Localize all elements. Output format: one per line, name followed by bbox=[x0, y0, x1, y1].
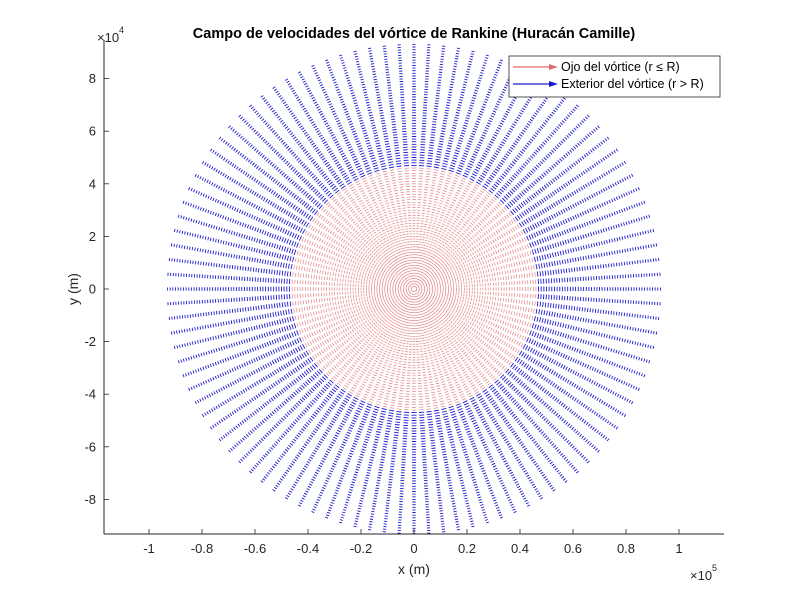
blue-arrowhead-icon bbox=[549, 81, 558, 87]
x-axis-label: x (m) bbox=[398, 561, 430, 577]
x-tick-label: -0.4 bbox=[297, 541, 319, 556]
x-tick-label: 0 bbox=[410, 541, 417, 556]
y-axis-ticks: -8 -6 -4 -2 0 2 4 6 8 bbox=[84, 71, 109, 507]
x-tick-label: -0.6 bbox=[244, 541, 266, 556]
y-exponent: ×10 4 bbox=[97, 25, 124, 45]
x-exponent-base: ×10 bbox=[690, 568, 712, 583]
x-tick-label: 0.6 bbox=[564, 541, 582, 556]
x-exponent-power: 5 bbox=[712, 563, 717, 573]
x-axis-ticks: -1 -0.8 -0.6 -0.4 -0.2 0 0.2 0.4 0.6 0.8 1 bbox=[143, 529, 683, 556]
x-tick-label: -0.2 bbox=[350, 541, 372, 556]
legend-label-exterior: Exterior del vórtice (r > R) bbox=[561, 77, 704, 91]
x-tick-label: 0.4 bbox=[511, 541, 529, 556]
x-exponent: ×10 5 bbox=[690, 563, 717, 583]
y-tick-label: 4 bbox=[89, 176, 96, 191]
legend-label-eye: Ojo del vórtice (r ≤ R) bbox=[561, 60, 680, 74]
red-arrowhead-icon bbox=[549, 64, 558, 70]
x-tick-label: 0.8 bbox=[617, 541, 635, 556]
eye-vectors bbox=[291, 167, 537, 411]
y-tick-label: -4 bbox=[84, 387, 96, 402]
x-tick-label: 1 bbox=[675, 541, 682, 556]
legend-box bbox=[508, 55, 721, 98]
y-tick-label: -2 bbox=[84, 334, 96, 349]
chart-title: Campo de velocidades del vórtice de Rank… bbox=[193, 26, 636, 42]
legend: Ojo del vórtice (r ≤ R) Exterior del vór… bbox=[508, 55, 721, 98]
x-tick-label: -0.8 bbox=[191, 541, 213, 556]
y-tick-label: 2 bbox=[89, 229, 96, 244]
velocity-field bbox=[167, 43, 661, 535]
y-tick-label: -8 bbox=[84, 492, 96, 507]
y-tick-label: 8 bbox=[89, 71, 96, 86]
x-tick-label: -1 bbox=[143, 541, 155, 556]
legend-item-eye: Ojo del vórtice (r ≤ R) bbox=[513, 60, 680, 74]
y-axis-label: y (m) bbox=[65, 273, 81, 305]
y-exponent-power: 4 bbox=[119, 25, 124, 35]
y-tick-label: -6 bbox=[84, 439, 96, 454]
legend-item-exterior: Exterior del vórtice (r > R) bbox=[513, 77, 704, 91]
exterior-vectors bbox=[167, 43, 661, 535]
y-tick-label: 0 bbox=[89, 282, 96, 297]
x-tick-label: 0.2 bbox=[458, 541, 476, 556]
y-exponent-base: ×10 bbox=[97, 30, 119, 45]
y-tick-label: 6 bbox=[89, 124, 96, 139]
